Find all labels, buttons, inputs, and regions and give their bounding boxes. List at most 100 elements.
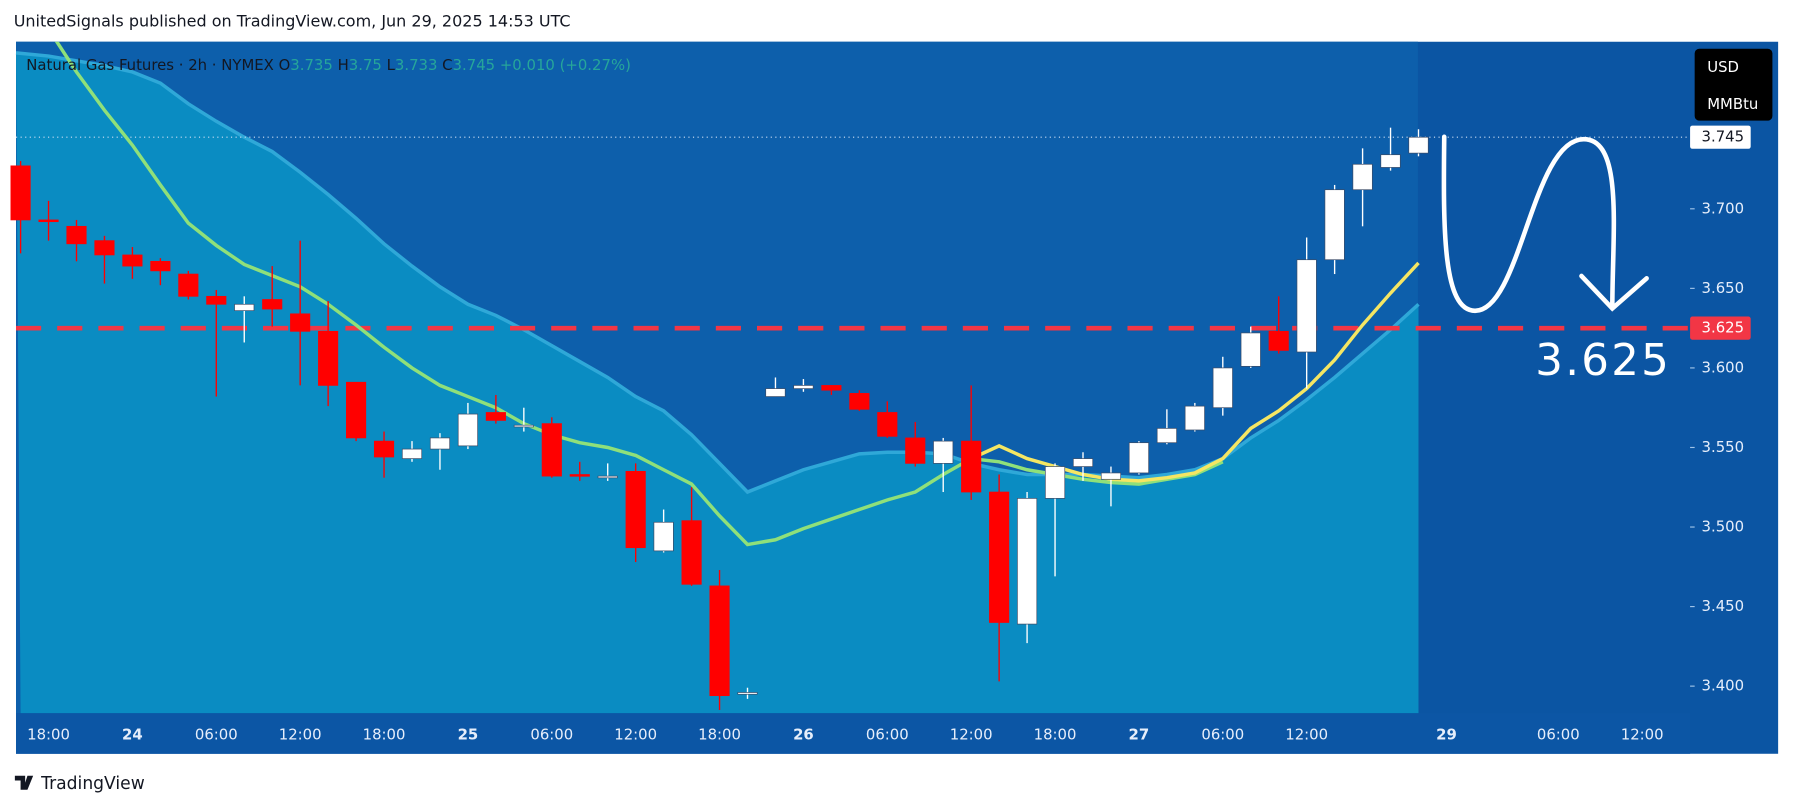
candle-body <box>290 313 311 332</box>
candle-body <box>1128 442 1149 474</box>
candle-body <box>1408 136 1429 154</box>
candle-body <box>821 385 842 391</box>
candle-body <box>1184 405 1205 431</box>
last-price-label: 3.745 <box>1702 128 1745 146</box>
legend-item: C <box>442 55 452 73</box>
x-tick-label: 06:00 <box>1201 726 1244 744</box>
x-tick-label: 06:00 <box>1537 726 1580 744</box>
x-tick-label: 27 <box>1129 726 1150 744</box>
level-annotation: 3.625 <box>1535 335 1671 386</box>
legend-item: Natural Gas Futures · 2h · NYMEX <box>26 55 274 73</box>
candle-body <box>681 520 702 585</box>
candle-body <box>429 437 451 450</box>
candle-body <box>66 225 87 245</box>
band-edge <box>15 51 1420 495</box>
y-tick-label: 3.550 <box>1702 438 1745 456</box>
footer-brand: TradingView <box>40 774 145 794</box>
candle-body <box>1044 466 1066 499</box>
x-tick-label: 06:00 <box>866 726 909 744</box>
candle-body <box>933 440 954 464</box>
legend-item: O <box>279 55 291 73</box>
candle-body <box>1212 367 1233 409</box>
plot-layer: 3.400 3.450 3.500 3.550 3.600 3.650 3.700 18:00… <box>10 41 1751 744</box>
candle-body <box>122 254 143 267</box>
candle-body <box>849 393 870 410</box>
x-tick-label: 24 <box>122 726 143 744</box>
x-tick-label: 12:00 <box>614 726 657 744</box>
candle-body <box>1100 472 1122 480</box>
candle-body <box>38 219 59 223</box>
candle-body <box>373 440 395 458</box>
band-area <box>16 52 1419 714</box>
level-tag <box>1690 316 1751 340</box>
unit: MMBtu <box>1707 95 1758 113</box>
legend-item: H <box>338 55 349 73</box>
candle-body <box>1072 458 1094 467</box>
candle-body <box>877 412 898 437</box>
forecast-arrow <box>1441 134 1649 314</box>
candle-body <box>737 692 758 695</box>
brand-logo <box>14 775 34 790</box>
x-tick-label: 18:00 <box>1034 726 1077 744</box>
unit-box <box>1694 48 1773 121</box>
candle-body <box>346 381 367 439</box>
candle-body <box>234 303 255 311</box>
candle-body <box>513 424 534 428</box>
last-price-tag <box>1690 125 1751 149</box>
candle-body <box>793 385 814 389</box>
candle-body <box>178 273 199 297</box>
legend-item: 3.75 <box>349 55 382 73</box>
candle-body <box>625 470 646 549</box>
candle-body <box>1352 163 1373 191</box>
x-tick-label: 29 <box>1436 726 1457 744</box>
candle-body <box>1268 330 1289 351</box>
candle-body <box>541 423 562 477</box>
candle-body <box>94 240 115 256</box>
x-tick-label: 18:00 <box>27 726 70 744</box>
candle-body <box>1380 154 1401 168</box>
level-tag-label: 3.625 <box>1702 319 1745 337</box>
candle-body <box>905 437 926 464</box>
candle-body <box>989 491 1010 623</box>
candle-body <box>961 440 982 493</box>
candle-body <box>1156 428 1177 444</box>
legend-item: 3.745 <box>453 55 496 73</box>
candle-body <box>150 260 171 272</box>
x-tick-label: 25 <box>458 726 479 744</box>
candle-body <box>765 388 786 397</box>
y-tick-label: 3.650 <box>1702 279 1745 297</box>
candle-body <box>262 299 283 310</box>
time-axis <box>16 713 1691 754</box>
candle-body <box>569 474 590 477</box>
candle-body <box>653 521 674 552</box>
y-tick-label: 3.600 <box>1702 358 1745 376</box>
x-tick-label: 12:00 <box>1285 726 1328 744</box>
x-tick-label: 06:00 <box>195 726 238 744</box>
y-tick-label: 3.500 <box>1702 517 1745 535</box>
candle-body <box>1017 498 1038 625</box>
publish-header: UnitedSignals published on TradingView.c… <box>14 11 571 30</box>
candle-body <box>485 412 506 421</box>
x-tick-label: 12:00 <box>950 726 993 744</box>
candle-body <box>1240 332 1261 367</box>
candle-body <box>457 413 478 447</box>
legend-item: +0.010 <box>500 55 555 73</box>
candle-body <box>597 475 618 479</box>
x-tick-label: 12:00 <box>1621 726 1664 744</box>
y-tick-label: 3.700 <box>1702 199 1745 217</box>
x-tick-label: 18:00 <box>363 726 406 744</box>
candle-body <box>10 165 31 221</box>
legend-item: 3.733 <box>395 55 438 73</box>
x-tick-label: 18:00 <box>698 726 741 744</box>
x-tick-label: 26 <box>793 726 814 744</box>
candle-body <box>206 295 227 305</box>
candle-body <box>1324 189 1345 261</box>
ohlc-legend: Natural Gas Futures · 2h · NYMEX O3.735 … <box>26 55 631 73</box>
legend-item: (+0.27%) <box>560 55 631 73</box>
ma-line <box>54 41 1224 547</box>
y-tick-label: 3.450 <box>1702 597 1745 615</box>
x-tick-label: 12:00 <box>279 726 322 744</box>
ma-line <box>970 261 1420 483</box>
y-tick-label: 3.400 <box>1702 677 1745 695</box>
